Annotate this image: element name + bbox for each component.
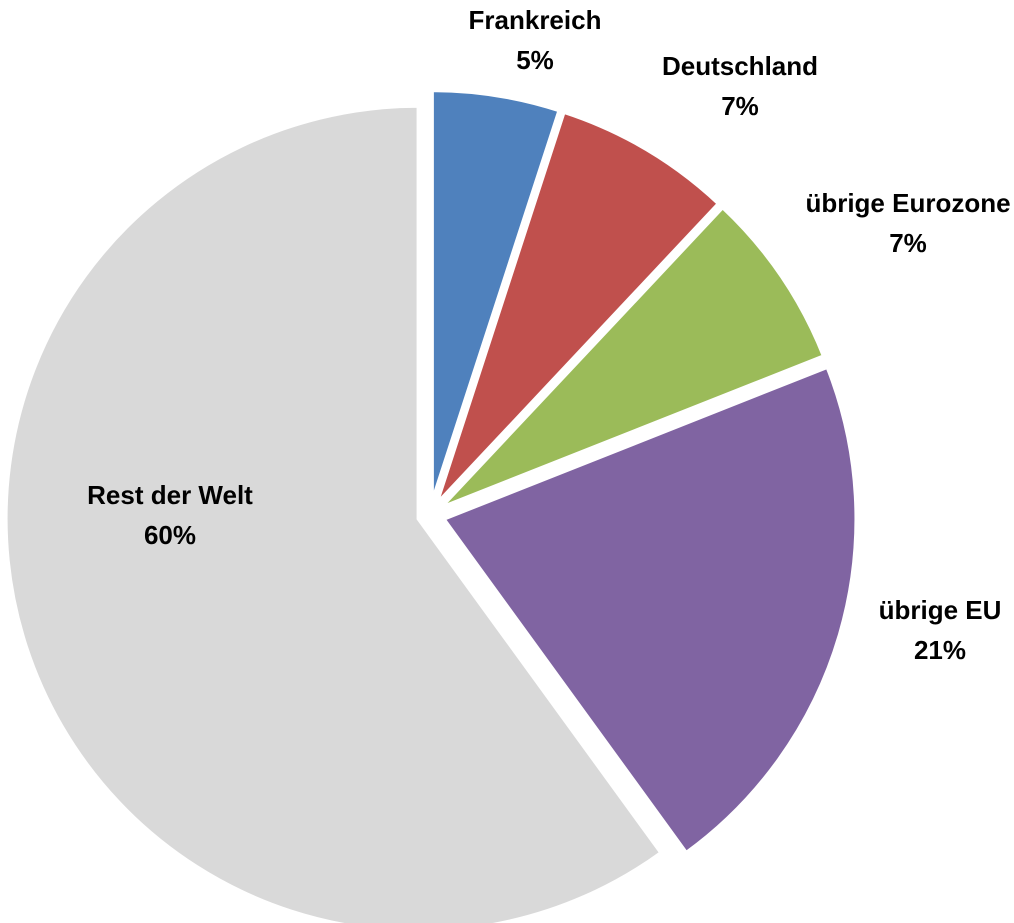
slice-category-label: Rest der Welt xyxy=(87,480,253,510)
slice-category-label: Deutschland xyxy=(662,51,818,81)
slice-category-label: übrige Eurozone xyxy=(805,188,1010,218)
slice-value-label: 7% xyxy=(721,91,759,121)
pie-slice-rest-der-welt xyxy=(3,103,665,923)
pie-slice-frankreich xyxy=(429,88,563,504)
slice-category-label: Frankreich xyxy=(469,5,602,35)
pie-slice-übrige-eurozone xyxy=(438,204,827,511)
slice-value-label: 60% xyxy=(144,520,196,550)
slice-labels: Frankreich 5% Deutschland 7% übrige Eurozone… xyxy=(87,5,1010,665)
slice-category-label: übrige EU xyxy=(879,595,1002,625)
pie-slices xyxy=(3,88,859,923)
pie-slice-deutschland xyxy=(434,109,722,507)
slice-value-label: 7% xyxy=(889,228,927,258)
pie-slice-übrige-eu xyxy=(440,364,859,856)
slice-value-label: 5% xyxy=(516,45,554,75)
slice-value-label: 21% xyxy=(914,635,966,665)
